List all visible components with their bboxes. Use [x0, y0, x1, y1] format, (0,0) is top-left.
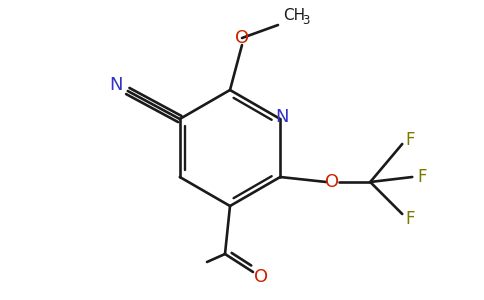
Text: O: O — [235, 29, 249, 47]
Text: 3: 3 — [302, 14, 309, 26]
Text: O: O — [325, 173, 339, 191]
Text: N: N — [275, 108, 289, 126]
Text: F: F — [418, 168, 427, 186]
Text: O: O — [254, 268, 268, 286]
Text: F: F — [406, 131, 415, 149]
Text: F: F — [406, 210, 415, 228]
Text: N: N — [109, 76, 122, 94]
Text: CH: CH — [283, 8, 305, 22]
